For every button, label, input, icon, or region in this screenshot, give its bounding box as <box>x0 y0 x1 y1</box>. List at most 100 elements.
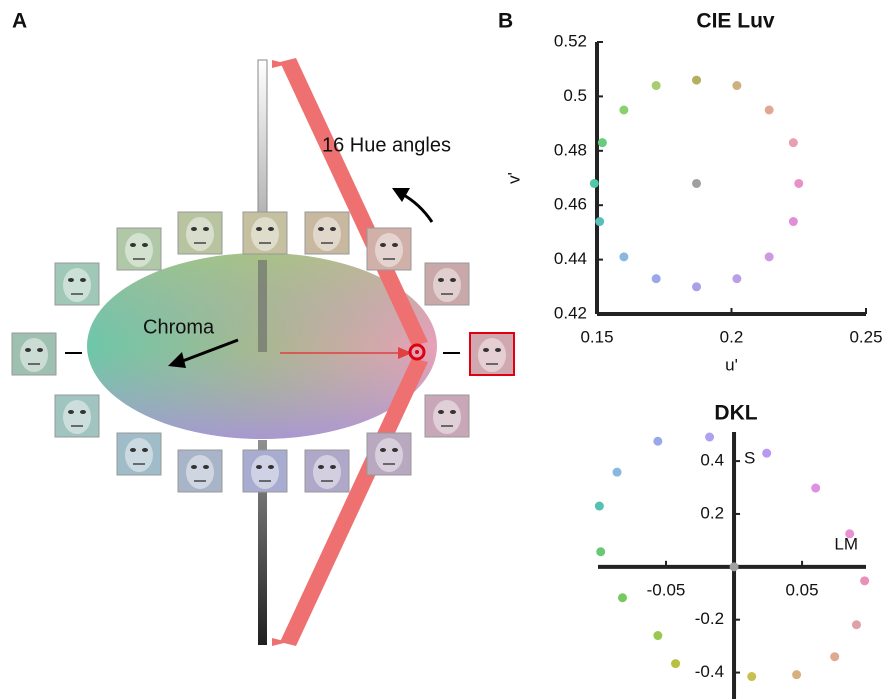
face-shape <box>313 217 341 251</box>
point <box>595 217 605 227</box>
point <box>851 620 861 630</box>
luminance-bar-inside <box>258 260 267 352</box>
face-shape <box>63 268 91 302</box>
panel-a: A 16 Hue angles Chroma <box>11 10 515 646</box>
point <box>617 593 627 603</box>
point <box>692 282 702 292</box>
y-tick-label: 0.42 <box>554 303 587 322</box>
y-tick-label: 0.4 <box>700 451 724 470</box>
face-shape <box>186 217 214 251</box>
face-shape <box>375 233 403 267</box>
face-eye <box>495 348 501 352</box>
x-tick-label: 0.2 <box>720 327 744 346</box>
face-eye <box>80 410 86 414</box>
chart-title: DKL <box>714 402 757 425</box>
x-axis-label: u' <box>725 355 738 374</box>
face-image <box>366 432 412 476</box>
y-axis-label: v' <box>504 172 523 184</box>
y-tick-label: 0.48 <box>554 140 587 159</box>
target-ring <box>408 343 426 361</box>
x-axis-label: LM <box>834 534 858 553</box>
y-tick-label: -0.2 <box>695 609 724 628</box>
point <box>794 178 804 188</box>
face-shape <box>251 455 279 489</box>
face-eye <box>256 227 262 231</box>
face-eye <box>142 243 148 247</box>
face-eye <box>37 348 43 352</box>
face-eye <box>438 410 444 414</box>
point <box>619 252 629 262</box>
face-eye <box>203 227 209 231</box>
point <box>596 547 606 557</box>
face-eye <box>450 410 456 414</box>
face-image <box>177 449 223 493</box>
y-tick-label: 0.44 <box>554 249 587 268</box>
y-tick-label: 0.46 <box>554 195 587 214</box>
point <box>845 529 855 539</box>
face-image <box>177 211 223 255</box>
face-shape <box>125 438 153 472</box>
arrowhead <box>392 188 410 202</box>
face-eye <box>142 448 148 452</box>
point <box>811 483 821 493</box>
point <box>597 138 607 148</box>
annotation: Chroma <box>143 316 215 338</box>
face-eye <box>392 243 398 247</box>
face-image <box>116 227 162 271</box>
face-shape <box>125 233 153 267</box>
luminance-bar-bottom <box>258 440 267 645</box>
face-image <box>424 394 470 438</box>
face-eye <box>68 410 74 414</box>
face-eye <box>25 348 31 352</box>
point <box>705 432 715 442</box>
face-eye <box>268 465 274 469</box>
point <box>830 652 840 662</box>
arrow <box>401 192 434 223</box>
face-image <box>304 211 350 255</box>
point <box>594 501 604 511</box>
y-tick-label: -0.4 <box>695 662 724 681</box>
face-image <box>469 332 515 376</box>
face-eye <box>80 278 86 282</box>
face-shape <box>186 455 214 489</box>
point <box>788 217 798 227</box>
face-eye <box>330 465 336 469</box>
y-axis-label: S <box>744 449 755 468</box>
point <box>589 178 599 188</box>
point <box>764 252 774 262</box>
point <box>653 631 663 641</box>
face-eye <box>392 448 398 452</box>
point <box>764 105 774 115</box>
hue-band <box>280 58 428 346</box>
point <box>792 670 802 680</box>
point <box>732 274 742 284</box>
face-eye <box>438 278 444 282</box>
x-tick-label: 0.25 <box>849 327 882 346</box>
center-point <box>692 178 702 188</box>
face-eye <box>68 278 74 282</box>
face-image <box>366 227 412 271</box>
face-eye <box>318 227 324 231</box>
face-image <box>242 449 288 493</box>
point <box>747 672 757 682</box>
annotation: 16 Hue angles <box>322 134 451 156</box>
x-tick-label: 0.05 <box>786 580 819 599</box>
face-shape <box>251 217 279 251</box>
face-shape <box>63 400 91 434</box>
face-eye <box>330 227 336 231</box>
point <box>651 81 661 91</box>
point <box>651 274 661 284</box>
face-eye <box>380 448 386 452</box>
point <box>692 75 702 85</box>
face-eye <box>450 278 456 282</box>
face-eye <box>191 227 197 231</box>
face-shape <box>375 438 403 472</box>
face-eye <box>268 227 274 231</box>
y-tick-label: 0.52 <box>554 31 587 50</box>
arrow <box>179 338 239 364</box>
panel-label: B <box>498 10 513 33</box>
point <box>762 448 772 458</box>
y-tick-label: 0.2 <box>700 503 724 522</box>
face-eye <box>191 465 197 469</box>
